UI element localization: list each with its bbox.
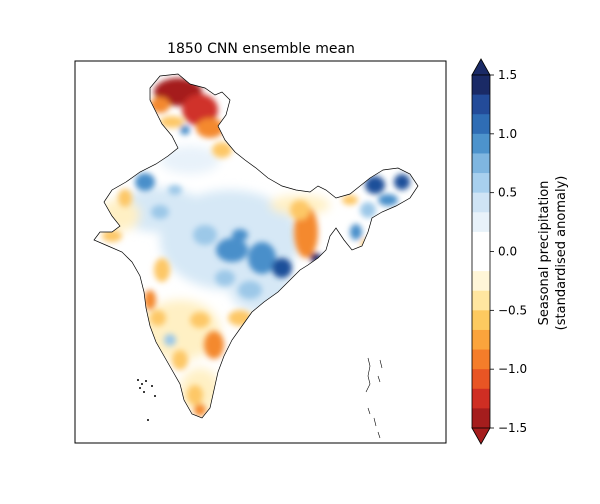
colorbar-extend-bottom [471, 427, 491, 445]
colorbar-segment [472, 251, 490, 272]
colorbar-segment [472, 310, 490, 331]
colorbar-segment [472, 133, 490, 154]
colorbar-segment [472, 173, 490, 194]
india-border [93, 73, 419, 419]
colorbar-segment [472, 408, 490, 429]
colorbar-segment [472, 290, 490, 311]
colorbar: 1.5 1.0 0.5 0.0 −0.5 −1.0 −1.5 [471, 58, 527, 445]
colorbar-label-line2: (standardised anomaly) [554, 176, 569, 331]
colorbar-tick-label: −0.5 [498, 303, 527, 317]
map-title: 1850 CNN ensemble mean [167, 41, 355, 57]
colorbar-segment [472, 271, 490, 292]
colorbar-segment [472, 94, 490, 115]
colorbar-tick-label: 1.5 [498, 68, 517, 82]
colorbar-segment [472, 369, 490, 390]
colorbar-segment [472, 75, 490, 96]
lakshadweep-islands [137, 379, 156, 421]
andaman-nicobar-islands [365, 357, 383, 439]
colorbar-segment [472, 388, 490, 409]
colorbar-segment [472, 329, 490, 351]
colorbar-segment [472, 192, 490, 213]
colorbar-segment [472, 212, 490, 233]
colorbar-tick-label: −1.5 [498, 421, 527, 435]
colorbar-segment [472, 114, 490, 135]
colorbar-tick-label: 0.5 [498, 186, 517, 200]
colorbar-label-line1: Seasonal precipitation [537, 181, 552, 326]
colorbar-segment [472, 231, 490, 252]
colorbar-tick-label: 1.0 [498, 127, 517, 141]
colorbar-segment [472, 153, 490, 174]
colorbar-tick-label: 0.0 [498, 245, 517, 259]
colorbar-tick-label: −1.0 [498, 362, 527, 376]
colorbar-extend-top [471, 58, 491, 76]
colorbar-segment [472, 349, 490, 370]
